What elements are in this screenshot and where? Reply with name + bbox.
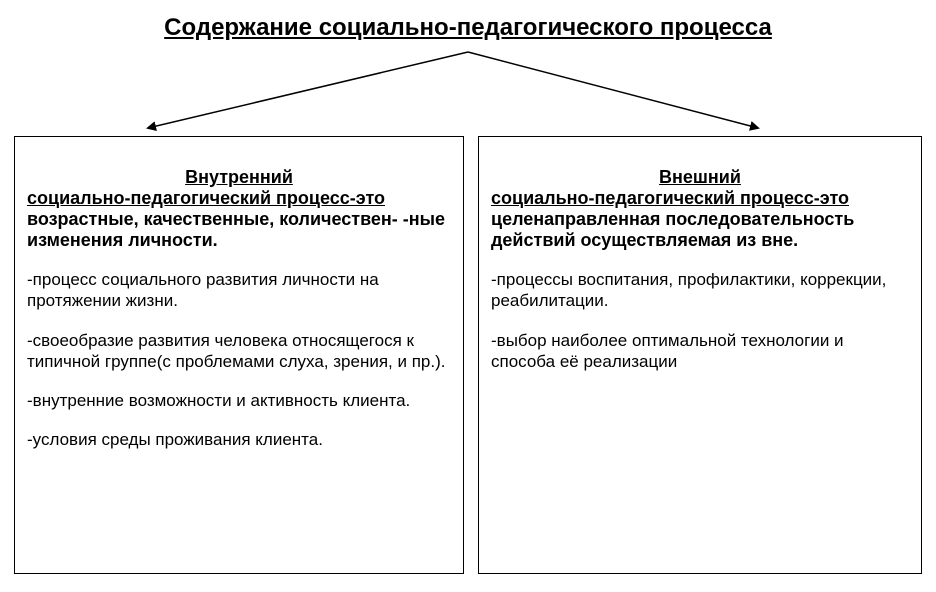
left-box: Внутренний социально-педагогический проц… [14,136,464,574]
left-heading: Внутренний [27,167,451,188]
right-box: Внешний социально-педагогический процесс… [478,136,922,574]
branch-arrows [0,42,936,142]
left-item: -внутренние возможности и активность кли… [27,390,451,411]
left-item: -своеобразие развития человека относящег… [27,330,451,373]
left-item: -процесс социального развития личности н… [27,269,451,312]
right-heading: Внешний [491,167,909,188]
left-definition: возрастные, качественные, количествен- -… [27,209,451,251]
arrow-left [148,52,468,128]
left-item: -условия среды проживания клиента. [27,429,451,450]
right-item: -выбор наиболее оптимальной технологии и… [491,330,909,373]
arrow-right [468,52,758,128]
boxes-container: Внутренний социально-педагогический проц… [14,136,922,574]
left-subheading: социально-педагогический процесс-это [27,188,451,209]
right-subheading: социально-педагогический процесс-это [491,188,909,209]
diagram-title: Содержание социально-педагогического про… [164,14,772,42]
right-item: -процессы воспитания, профилактики, корр… [491,269,909,312]
right-definition: целенаправленная последовательность дейс… [491,209,909,251]
